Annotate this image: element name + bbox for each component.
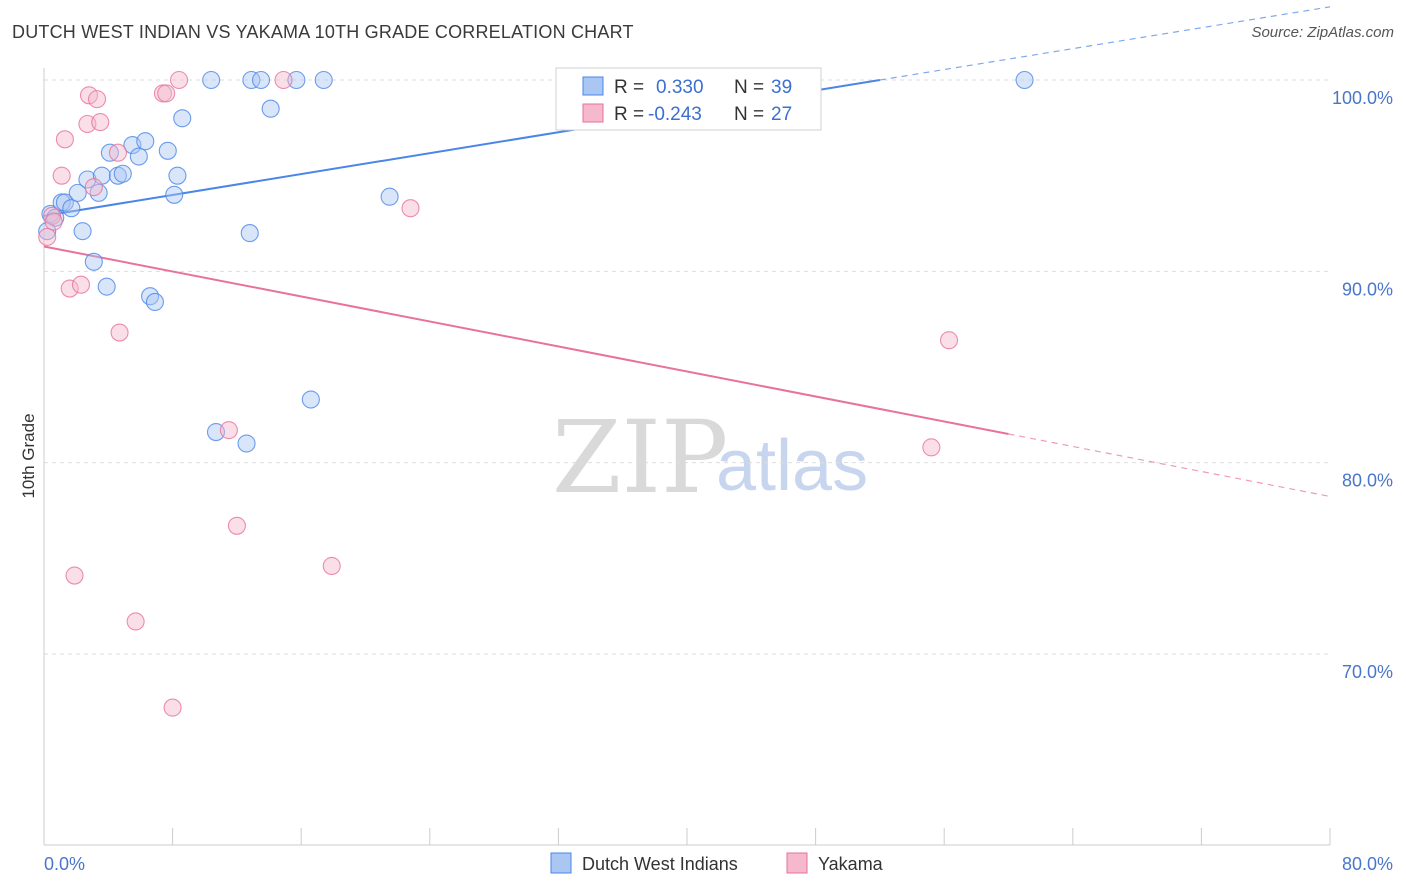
pink-point [322,556,341,576]
gridlines [44,79,1330,655]
bottom-legend-pink-label: Yakama [818,854,884,874]
blue-point [62,199,81,218]
blue-point [78,170,97,189]
pink-point [60,279,79,298]
y-tick-label-100: 100.0% [1332,88,1393,108]
legend-swatch-blue [582,76,604,96]
stats-legend: R = 0.330 N = 39 R = -0.243 N = 27 [555,67,822,131]
blue-point [261,99,280,118]
blue-point [158,141,177,160]
pink-point [126,612,145,631]
bottom-legend-blue-label: Dutch West Indians [582,854,738,874]
blue-point [84,252,103,271]
data-points [38,70,1034,717]
blue-point [145,292,164,311]
legend-blue-n-value: 39 [771,77,792,98]
trend-extension-pink [1008,433,1331,498]
blue-point [113,164,132,183]
blue-point [173,109,192,128]
blue-point [89,183,108,202]
chart-title: DUTCH WEST INDIAN VS YAKAMA 10TH GRADE C… [12,22,634,42]
pink-point [157,84,176,103]
pink-point [227,516,246,535]
watermark-atlas: atlas [716,426,868,506]
legend-swatch-pink [582,103,604,123]
legend-blue-r-label: R = [614,77,644,98]
y-tick-labels: 100.0% 90.0% 80.0% 70.0% [1332,88,1393,682]
watermark-zip: ZIP [552,399,728,516]
pink-point [91,113,110,132]
pink-point [163,698,182,717]
pink-point [939,331,959,350]
legend-pink-r-label: R = [614,104,644,125]
pink-point [169,70,189,90]
blue-point [168,166,187,185]
blue-point [141,287,160,306]
pink-point [108,143,127,162]
legend-blue-n-label: N = [734,77,764,98]
blue-point [129,147,148,166]
legend-pink-n-label: N = [734,104,764,125]
blue-point [73,222,92,241]
pink-point [38,227,57,246]
pink-point [65,566,84,585]
blue-point [237,434,256,453]
blue-point [68,183,87,202]
pink-point [219,421,238,440]
pink-point [71,275,91,294]
y-tick-label-90: 90.0% [1342,279,1393,299]
blue-point [165,185,184,204]
pink-point [55,130,74,149]
blue-point [287,70,306,90]
source-label: Source: ZipAtlas.com [1251,24,1394,41]
x-tick-label-max: 80.0% [1342,854,1393,874]
y-tick-label-80: 80.0% [1342,471,1393,491]
blue-point [251,70,271,90]
pink-point [110,323,129,342]
trend-extension-blue [879,6,1331,81]
pink-point [52,166,71,185]
blue-point [1015,70,1034,90]
bottom-legend-swatch-pink [786,852,808,874]
series-legend: Dutch West Indians Yakama [550,852,884,874]
trend-line-pink [43,245,1009,435]
blue-point [97,277,116,296]
pink-point [401,199,420,218]
blue-point [314,70,333,90]
legend-pink-r-value: -0.243 [648,104,702,125]
blue-point [242,70,261,90]
legend-pink-n-value: 27 [771,104,792,125]
blue-point [240,224,259,243]
bottom-legend-swatch-blue [550,852,572,874]
pink-point [44,212,63,231]
blue-point [380,187,399,206]
y-tick-label-70: 70.0% [1342,662,1393,682]
blue-point [136,132,155,151]
pink-point [87,90,107,109]
pink-point [84,178,103,197]
y-axis-label: 10th Grade [19,413,38,498]
x-tick-marks [43,828,1331,845]
blue-point [301,390,320,409]
legend-blue-r-value: 0.330 [656,77,704,98]
pink-point [274,70,293,90]
pink-point [922,438,941,457]
x-tick-label-min: 0.0% [44,854,85,874]
blue-point [202,70,221,90]
